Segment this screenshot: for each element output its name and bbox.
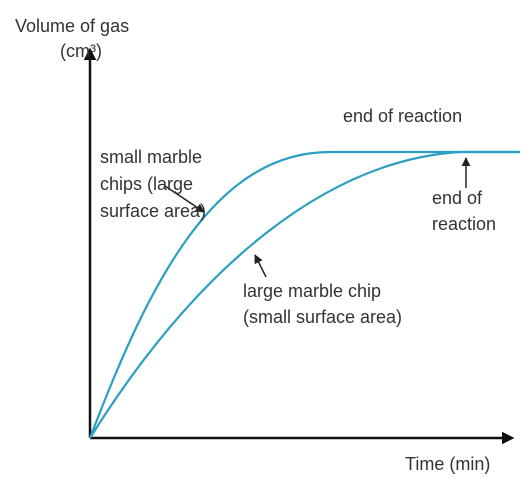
curve-small-chips [88, 150, 520, 439]
annotation: chips (large [100, 174, 193, 194]
y-axis-unit: (cm³) [60, 41, 102, 61]
pointer [164, 185, 205, 213]
curve-large-chip [89, 150, 520, 439]
annotation: end of [432, 188, 483, 208]
annotation: small marble [100, 147, 202, 167]
annotation: large marble chip [243, 281, 381, 301]
annotation: (small surface area) [243, 307, 402, 327]
annotation: reaction [432, 214, 496, 234]
annotation: surface area) [100, 201, 206, 221]
annotation: end of reaction [343, 106, 462, 126]
x-axis-label: Time (min) [405, 454, 490, 474]
y-axis-label: Volume of gas [15, 16, 129, 36]
pointer [254, 254, 267, 278]
